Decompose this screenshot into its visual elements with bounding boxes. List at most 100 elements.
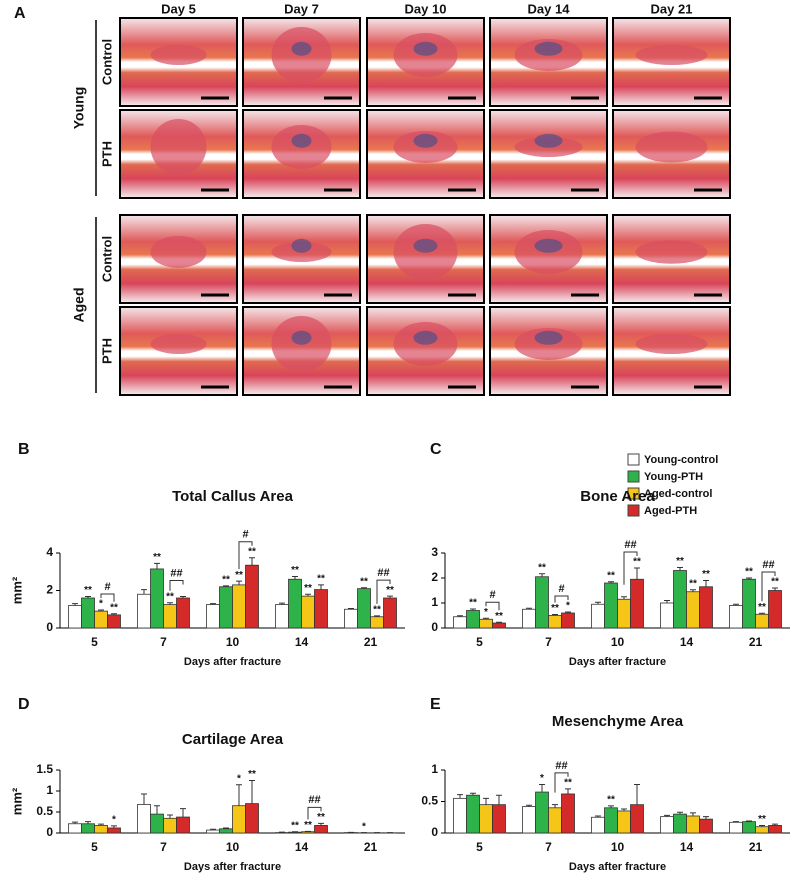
group-label: Aged bbox=[71, 288, 87, 323]
callus bbox=[151, 119, 207, 175]
bar bbox=[220, 587, 233, 628]
error-bar bbox=[154, 806, 160, 814]
bar bbox=[769, 825, 782, 833]
bar bbox=[302, 596, 315, 628]
bar bbox=[687, 816, 700, 833]
bar bbox=[700, 587, 713, 628]
bracket-label: # bbox=[242, 529, 248, 541]
bar bbox=[233, 585, 246, 628]
y-tick-label: 0 bbox=[431, 825, 438, 839]
bar bbox=[549, 616, 562, 629]
error-bar bbox=[141, 794, 147, 805]
bar bbox=[246, 804, 259, 833]
error-bar bbox=[483, 798, 489, 804]
significance: ** bbox=[304, 820, 312, 831]
y-axis-label: mm² bbox=[9, 787, 24, 815]
bar bbox=[289, 579, 302, 628]
error-bar bbox=[167, 815, 173, 818]
bar bbox=[69, 606, 82, 629]
significance: ** bbox=[153, 552, 161, 563]
bar bbox=[220, 829, 233, 833]
cartilage-stain bbox=[292, 42, 312, 56]
error-bar bbox=[690, 813, 696, 816]
cartilage-stain bbox=[535, 331, 563, 345]
error-bar bbox=[236, 785, 242, 806]
significance: * bbox=[566, 601, 570, 612]
x-axis-label: Days after fracture bbox=[184, 861, 281, 873]
bar bbox=[562, 794, 575, 833]
bar bbox=[177, 598, 190, 628]
error-bar bbox=[634, 568, 640, 579]
row-label: Control bbox=[99, 236, 114, 282]
chart-title: Mesenchyme Area bbox=[552, 713, 684, 730]
significance: ** bbox=[248, 769, 256, 780]
x-tick-label: 14 bbox=[680, 840, 694, 854]
bar bbox=[661, 603, 674, 628]
significance: ** bbox=[110, 602, 118, 613]
bar bbox=[315, 590, 328, 628]
bar bbox=[315, 825, 328, 833]
x-tick-label: 21 bbox=[749, 840, 763, 854]
bar bbox=[108, 828, 121, 833]
bar bbox=[289, 832, 302, 833]
legend-label: Aged-PTH bbox=[644, 505, 697, 517]
column-label: Day 14 bbox=[528, 1, 571, 16]
bar bbox=[164, 818, 177, 833]
bar bbox=[674, 814, 687, 833]
cartilage-stain bbox=[414, 134, 438, 148]
bar bbox=[108, 615, 121, 628]
significance: ** bbox=[84, 585, 92, 596]
bracket-label: ## bbox=[308, 794, 320, 806]
cartilage-stain bbox=[535, 239, 563, 253]
bracket bbox=[170, 581, 183, 591]
significance: ** bbox=[166, 591, 174, 602]
callus bbox=[636, 45, 708, 65]
significance: ** bbox=[745, 567, 753, 578]
significance: ** bbox=[771, 577, 779, 588]
error-bar bbox=[457, 795, 463, 799]
significance: * bbox=[362, 821, 366, 832]
x-tick-label: 21 bbox=[364, 840, 378, 854]
row-label: Control bbox=[99, 39, 114, 85]
panel-label: E bbox=[430, 696, 441, 713]
error-bar bbox=[292, 576, 298, 579]
bar bbox=[536, 577, 549, 628]
significance: ** bbox=[317, 574, 325, 585]
significance: ** bbox=[564, 778, 572, 789]
x-tick-label: 14 bbox=[295, 840, 309, 854]
bar bbox=[493, 623, 506, 628]
bar bbox=[743, 579, 756, 628]
x-tick-label: 5 bbox=[91, 635, 98, 649]
bar bbox=[467, 795, 480, 833]
error-bar bbox=[318, 585, 324, 590]
bar bbox=[631, 579, 644, 628]
bracket-label: # bbox=[104, 581, 110, 593]
bar bbox=[138, 594, 151, 628]
column-label: Day 21 bbox=[651, 1, 693, 16]
x-tick-label: 5 bbox=[476, 635, 483, 649]
error-bar bbox=[180, 809, 186, 817]
x-tick-label: 21 bbox=[364, 635, 378, 649]
chart-title: Total Callus Area bbox=[172, 488, 294, 505]
x-tick-label: 21 bbox=[749, 635, 763, 649]
bar bbox=[618, 599, 631, 628]
significance: ** bbox=[633, 557, 641, 568]
bar bbox=[730, 822, 743, 833]
bar bbox=[371, 617, 384, 628]
bar bbox=[523, 609, 536, 628]
error-bar bbox=[249, 781, 255, 804]
significance: ** bbox=[291, 820, 299, 831]
bar bbox=[95, 611, 108, 628]
bar bbox=[605, 808, 618, 833]
row-label: PTH bbox=[99, 141, 114, 167]
y-axis-label: mm² bbox=[9, 576, 24, 604]
significance: ** bbox=[386, 585, 394, 596]
cartilage-stain bbox=[535, 42, 563, 56]
bar bbox=[164, 605, 177, 628]
bar bbox=[536, 792, 549, 833]
bracket-label: ## bbox=[762, 559, 774, 571]
error-bar bbox=[552, 805, 558, 808]
cartilage-stain bbox=[414, 331, 438, 345]
bar bbox=[700, 819, 713, 833]
x-tick-label: 5 bbox=[476, 840, 483, 854]
